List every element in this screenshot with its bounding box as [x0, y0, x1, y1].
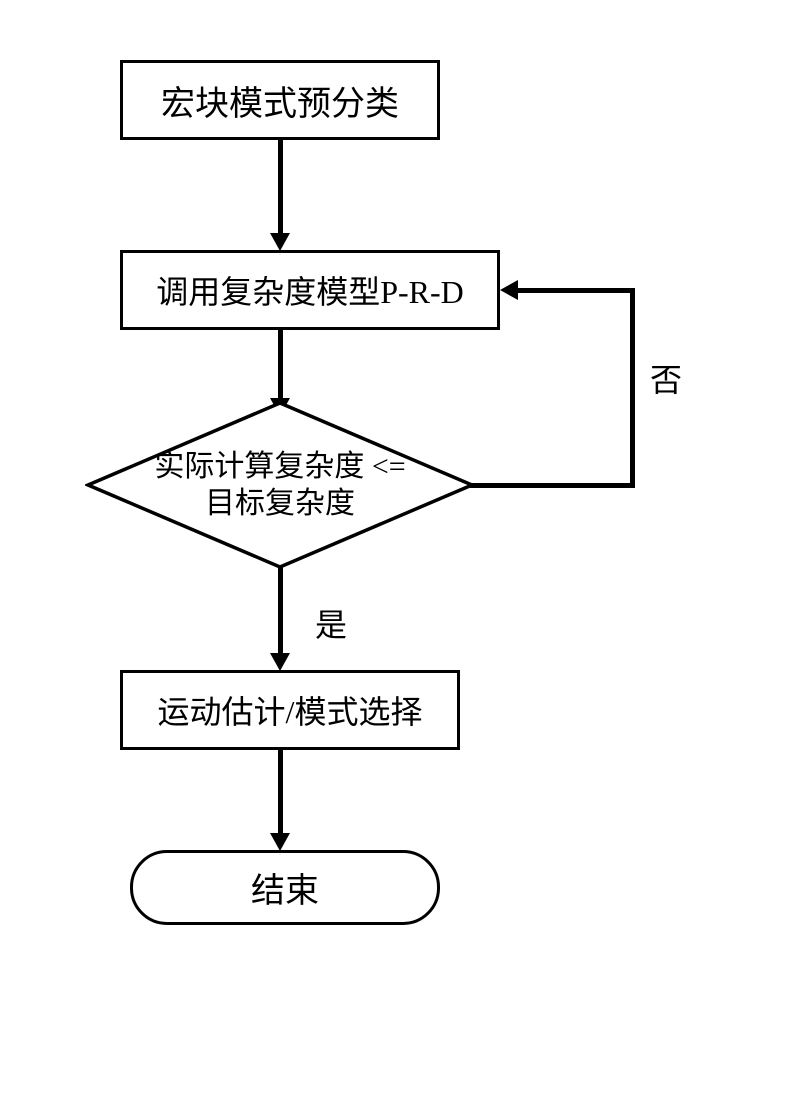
edge-no-seg3 — [515, 288, 635, 293]
edge-n4-n5-line — [278, 750, 283, 835]
edge-n3-n4-head — [270, 653, 290, 671]
edge-n3-n4-line — [278, 565, 283, 655]
n5-label: 结束 — [251, 863, 319, 912]
edge-n1-n2-head — [270, 233, 290, 251]
process-motion-mode: 运动估计/模式选择 — [120, 670, 460, 750]
label-yes: 是 — [315, 600, 347, 646]
edge-no-seg1 — [470, 483, 635, 488]
edge-n4-n5-head — [270, 833, 290, 851]
n3-label: 实际计算复杂度 <= 目标复杂度 — [154, 448, 405, 523]
n1-label: 宏块模式预分类 — [161, 76, 399, 125]
process-call-model: 调用复杂度模型P-R-D — [120, 250, 500, 330]
label-no: 否 — [650, 355, 682, 401]
edge-n1-n2-line — [278, 140, 283, 235]
n2-label: 调用复杂度模型P-R-D — [156, 267, 464, 313]
edge-no-seg2 — [630, 288, 635, 488]
decision-complexity: 实际计算复杂度 <= 目标复杂度 — [85, 400, 475, 570]
process-preclassify: 宏块模式预分类 — [120, 60, 440, 140]
terminator-end: 结束 — [130, 850, 440, 925]
edge-no-head — [500, 280, 518, 300]
edge-n2-n3-line — [278, 330, 283, 400]
n4-label: 运动估计/模式选择 — [158, 687, 423, 733]
